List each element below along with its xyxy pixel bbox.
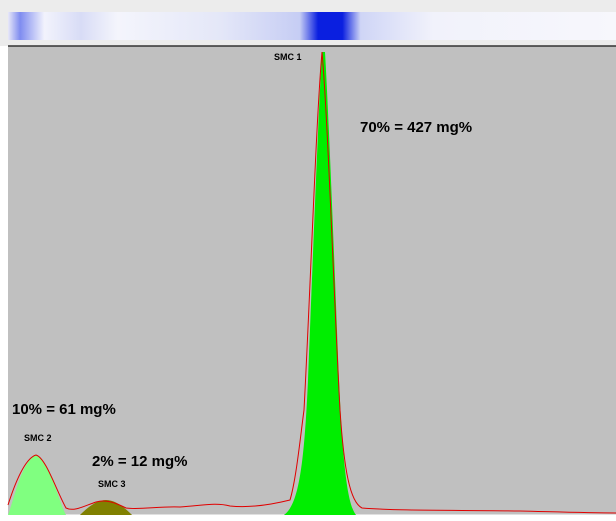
electrophoresis-strip <box>8 12 616 40</box>
peak-annotation: 2% = 12 mg% <box>92 453 187 470</box>
page: SMC 1 70% = 427 mg% SMC 2 10% = 61 mg% S… <box>0 0 616 521</box>
peak-annotation: 70% = 427 mg% <box>360 119 472 136</box>
densitometry-view: SMC 1 70% = 427 mg% SMC 2 10% = 61 mg% S… <box>0 0 616 521</box>
peak-label: SMC 2 <box>24 433 52 443</box>
peak-label: SMC 3 <box>98 479 126 489</box>
peak-annotation: 10% = 61 mg% <box>12 401 116 418</box>
peak-label: SMC 1 <box>274 52 302 62</box>
